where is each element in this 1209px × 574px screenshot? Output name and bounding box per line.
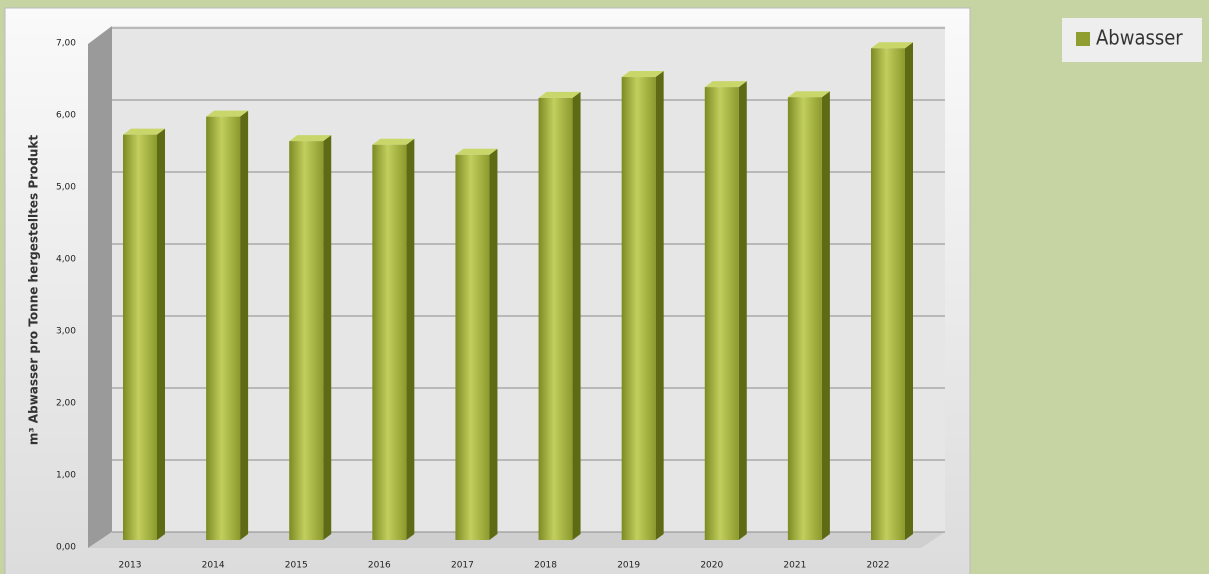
- x-tick-label: 2020: [700, 561, 723, 571]
- bar-top: [455, 148, 498, 155]
- x-tick-label: 2019: [617, 561, 640, 571]
- bar-side: [323, 135, 332, 540]
- y-tick-label: 2,00: [56, 399, 76, 409]
- bar: [787, 91, 830, 540]
- bar-side: [821, 91, 830, 540]
- bar: [123, 128, 165, 540]
- bar-front: [787, 97, 822, 540]
- y-tick-label: 0,00: [56, 543, 76, 553]
- bar-side: [572, 91, 581, 541]
- y-tick-label: 5,00: [56, 183, 76, 193]
- bar-side: [905, 42, 913, 541]
- y-tick-label: 6,00: [56, 111, 76, 121]
- bar-top: [372, 138, 415, 145]
- bar-front: [123, 134, 157, 540]
- bar-side: [157, 128, 165, 540]
- bar: [455, 148, 498, 541]
- bar: [206, 110, 249, 540]
- y-tick-label: 7,00: [56, 39, 76, 49]
- bar-front: [372, 144, 407, 540]
- bar-top: [123, 128, 165, 135]
- legend-swatch: [1076, 32, 1090, 46]
- bar-top: [621, 71, 664, 78]
- x-tick-label: 2014: [202, 561, 225, 571]
- bar-top: [289, 135, 332, 142]
- side-wall: [88, 26, 112, 548]
- bar-front: [704, 87, 739, 541]
- bar-front: [455, 154, 490, 541]
- bar-side: [406, 138, 415, 540]
- legend-label: Abwasser: [1096, 26, 1183, 50]
- bar-top: [704, 81, 747, 88]
- bar-front: [871, 48, 905, 541]
- x-tick-label: 2013: [119, 561, 142, 571]
- y-tick-label: 1,00: [56, 471, 76, 481]
- x-tick-label: 2018: [534, 561, 557, 571]
- x-tick-label: 2021: [783, 561, 806, 571]
- bar-side: [240, 110, 249, 540]
- bar-side: [489, 148, 498, 541]
- bar-front: [621, 77, 656, 540]
- bar-top: [871, 42, 913, 49]
- x-tick-label: 2017: [451, 561, 474, 571]
- bar-top: [206, 110, 249, 117]
- bar: [871, 42, 913, 541]
- y-tick-label: 3,00: [56, 327, 76, 337]
- bar: [289, 135, 332, 540]
- bar: [372, 138, 415, 540]
- x-tick-label: 2022: [867, 561, 890, 571]
- bar-top: [787, 91, 830, 98]
- bar-side: [655, 71, 664, 540]
- bar-front: [206, 116, 241, 540]
- bar-top: [538, 91, 581, 98]
- bar-front: [538, 97, 573, 541]
- bar: [704, 81, 747, 541]
- y-axis-label: m³ Abwasser pro Tonne hergestelltes Prod…: [27, 135, 41, 446]
- bar-side: [738, 81, 747, 541]
- bar: [538, 91, 581, 541]
- bar: [621, 71, 664, 540]
- y-tick-label: 4,00: [56, 255, 76, 265]
- bar-front: [289, 141, 324, 540]
- x-tick-label: 2015: [285, 561, 308, 571]
- x-tick-label: 2016: [368, 561, 391, 571]
